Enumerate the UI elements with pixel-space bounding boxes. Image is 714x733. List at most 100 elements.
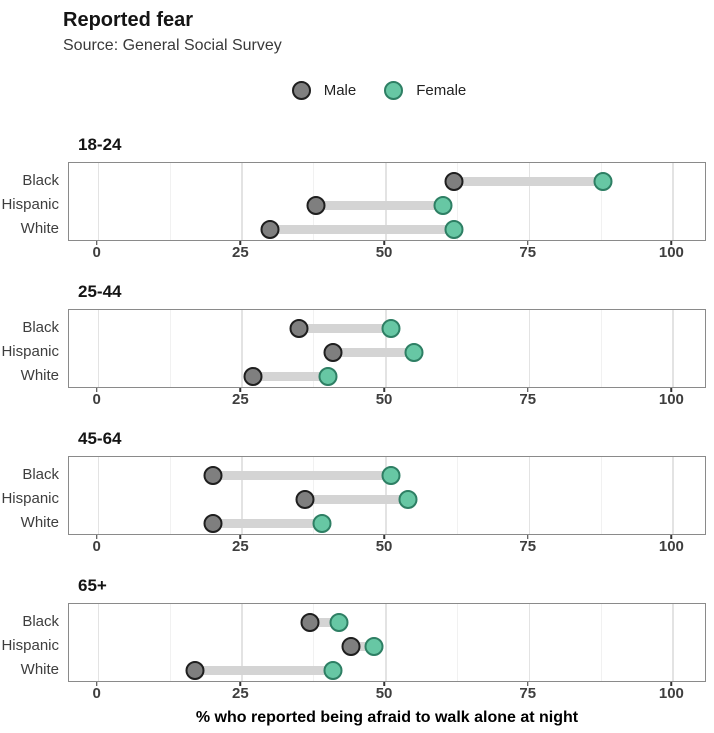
gridline-minor <box>456 310 458 387</box>
male-dot <box>323 342 343 362</box>
gridline-minor <box>169 163 171 240</box>
female-dot <box>593 171 613 191</box>
connector-bar <box>454 176 604 186</box>
gridline-major <box>528 163 531 240</box>
gridline-minor <box>169 457 171 534</box>
tick-mark <box>670 682 673 686</box>
tick-label: 50 <box>375 244 393 261</box>
tick-mark <box>239 682 242 686</box>
male-dot <box>300 612 320 632</box>
x-axis: 0 25 50 75 100 <box>68 682 706 705</box>
gridline-major <box>385 604 387 681</box>
panel: Black Hispanic White <box>1 309 706 388</box>
row-label: Black <box>22 172 59 189</box>
row-label: Black <box>22 319 59 336</box>
gridline-minor <box>600 163 602 240</box>
male-dot <box>260 219 280 239</box>
male-dot <box>341 636 361 656</box>
gridline-minor <box>169 310 171 387</box>
tick-mark <box>239 241 242 245</box>
facet-45-64: 45-64 Black Hispanic White 0 25 50 75 100 <box>0 429 714 558</box>
gridline-minor <box>600 310 602 387</box>
tick-label: 50 <box>375 685 393 702</box>
legend-item-male: Male <box>291 80 357 100</box>
tick-mark <box>383 535 385 539</box>
tick-mark <box>526 388 529 392</box>
gridline-minor <box>456 163 458 240</box>
male-dot <box>289 318 309 338</box>
gridline-minor <box>600 457 602 534</box>
facet-18-24: 18-24 Black Hispanic White 0 25 50 75 100 <box>0 135 714 264</box>
tick-mark <box>526 682 529 686</box>
gridline-major <box>97 457 100 534</box>
gridline-minor <box>456 457 458 534</box>
female-dot <box>364 636 384 656</box>
facet-title: 25-44 <box>78 282 122 301</box>
male-dot <box>295 489 315 509</box>
connector-bar <box>298 323 391 333</box>
tick-mark <box>95 241 98 245</box>
female-dot <box>433 195 453 215</box>
gridline-minor <box>600 604 602 681</box>
row-label: Hispanic <box>1 343 59 360</box>
gridline-major <box>528 457 531 534</box>
tick-label: 100 <box>658 391 684 408</box>
female-dot <box>398 489 418 509</box>
chart: 18-24 Black Hispanic White 0 25 50 75 100 25-44 Bl… <box>0 135 714 705</box>
gridline-major <box>241 163 243 240</box>
female-dot <box>381 318 401 338</box>
male-dot <box>185 660 205 680</box>
male-dot <box>306 195 326 215</box>
gridline-major <box>97 163 100 240</box>
tick-label: 50 <box>375 391 393 408</box>
legend-label: Male <box>323 81 357 99</box>
gridline-major <box>97 310 100 387</box>
tick-label: 0 <box>92 391 101 408</box>
tick-label: 50 <box>375 538 393 555</box>
x-axis: 0 25 50 75 100 <box>68 535 706 558</box>
gridline-major <box>672 604 674 681</box>
female-dot <box>329 612 349 632</box>
chart-subtitle: Source: General Social Survey <box>63 37 282 54</box>
gridline-major <box>241 457 243 534</box>
tick-mark <box>95 535 98 539</box>
legend-label: Female <box>416 81 467 99</box>
female-dot <box>312 513 332 533</box>
connector-bar <box>310 617 340 627</box>
tick-label: 25 <box>232 685 249 702</box>
female-dot <box>404 342 424 362</box>
connector-bar <box>350 641 374 651</box>
tick-mark <box>670 241 673 245</box>
panel: Black Hispanic White <box>1 162 706 241</box>
connector-bar <box>212 470 391 480</box>
row-label: White <box>20 661 59 678</box>
connector-bar <box>316 200 443 210</box>
tick-label: 75 <box>519 538 537 555</box>
row-label: Black <box>22 613 59 630</box>
gridline-major <box>241 310 243 387</box>
gridline-major <box>672 310 674 387</box>
connector-bar <box>252 371 328 381</box>
row-label: White <box>20 220 59 237</box>
gridline-minor <box>456 604 458 681</box>
gridline-major <box>528 604 531 681</box>
tick-label: 25 <box>232 244 249 261</box>
row-label: Black <box>22 466 59 483</box>
tick-mark <box>383 682 385 686</box>
gridline-major <box>528 310 531 387</box>
connector-bar <box>270 224 455 234</box>
female-dot <box>318 366 338 386</box>
facet-25-44: 25-44 Black Hispanic White 0 25 50 75 100 <box>0 282 714 411</box>
tick-mark <box>526 535 529 539</box>
gridline-major <box>672 163 674 240</box>
tick-mark <box>383 241 385 245</box>
tick-mark <box>670 535 673 539</box>
female-dot <box>381 465 401 485</box>
male-dot-icon <box>291 80 311 100</box>
male-dot <box>444 171 464 191</box>
tick-mark <box>526 241 529 245</box>
row-label: White <box>20 367 59 384</box>
tick-mark <box>239 535 242 539</box>
tick-mark <box>670 388 673 392</box>
female-dot <box>444 219 464 239</box>
